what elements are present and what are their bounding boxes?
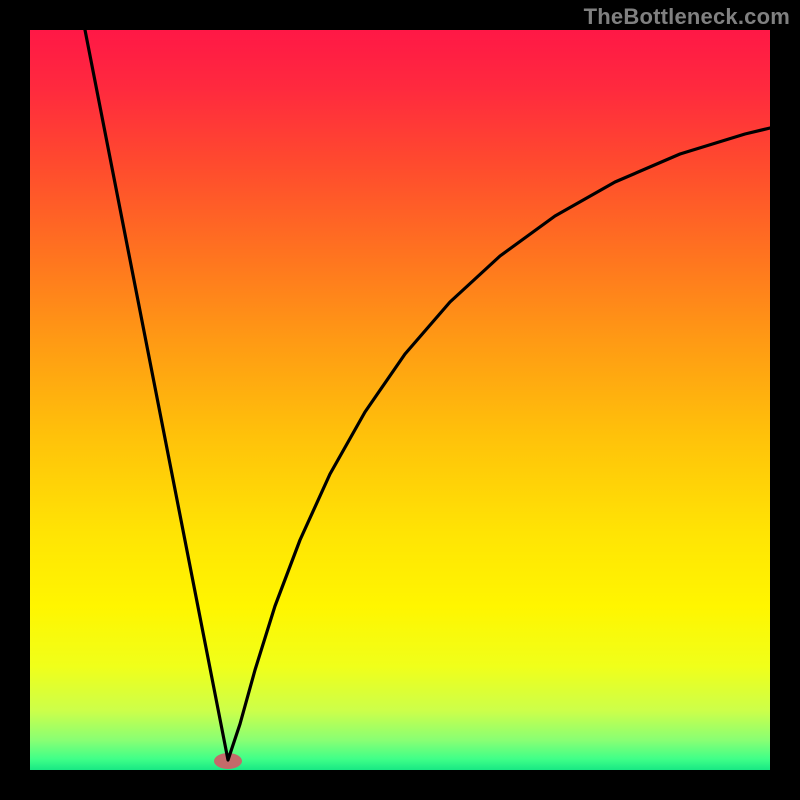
plot-area xyxy=(30,30,770,770)
chart-frame: TheBottleneck.com xyxy=(0,0,800,800)
bottleneck-chart xyxy=(30,30,770,770)
chart-background xyxy=(30,30,770,770)
watermark-text: TheBottleneck.com xyxy=(584,4,790,30)
